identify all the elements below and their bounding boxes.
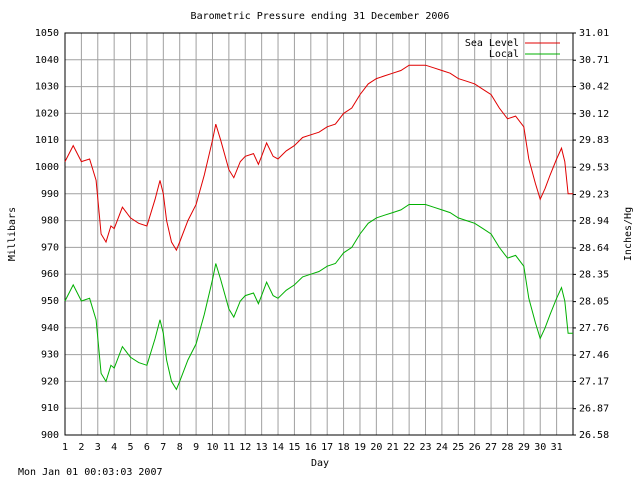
y-tick-label: 900	[41, 430, 59, 441]
x-tick-label: 28	[501, 442, 513, 453]
x-tick-label: 19	[354, 442, 366, 453]
plot-frame	[64, 32, 574, 436]
y2-tick-label: 26.87	[579, 404, 609, 415]
x-tick-label: 23	[419, 442, 431, 453]
y2-tick-label: 28.05	[579, 297, 609, 308]
y2-tick-label: 26.58	[579, 430, 609, 441]
y-tick-label: 1030	[35, 82, 59, 93]
data-line	[64, 64, 573, 252]
y-tick-label: 920	[41, 376, 59, 387]
x-tick-label: 3	[95, 442, 101, 453]
y2-tick-label: 30.12	[579, 109, 609, 120]
x-tick-label: 8	[177, 442, 183, 453]
x-tick-label: 1	[62, 442, 68, 453]
x-tick-label: 31	[551, 442, 563, 453]
x-tick-label: 15	[288, 442, 300, 453]
x-tick-label: 21	[387, 442, 399, 453]
x-tick-label: 2	[78, 442, 84, 453]
y2-tick-label: 27.17	[579, 376, 609, 387]
x-tick-label: 26	[469, 442, 481, 453]
y-tick-label: 1050	[35, 28, 59, 39]
y-tick-label: 1040	[35, 55, 59, 66]
x-tick-label: 24	[436, 442, 448, 453]
x-tick-label: 14	[272, 442, 284, 453]
y2-tick-label: 29.53	[579, 162, 609, 173]
y2-tick-label: 27.46	[579, 350, 609, 361]
x-tick-label: 12	[239, 442, 251, 453]
legend-label: Sea Level	[465, 38, 519, 49]
y-tick-label: 1020	[35, 108, 59, 119]
y-tick-label: 960	[41, 269, 59, 280]
y-axis-label: Millibars	[7, 207, 18, 261]
x-tick-label: 20	[370, 442, 382, 453]
y-tick-label: 950	[41, 296, 59, 307]
y-tick-label: 1010	[35, 135, 59, 146]
x-tick-label: 11	[223, 442, 235, 453]
x-tick-label: 9	[193, 442, 199, 453]
y2-tick-label: 31.01	[579, 28, 609, 39]
y2-tick-label: 27.76	[579, 323, 609, 334]
x-tick-label: 22	[403, 442, 415, 453]
y-tick-label: 930	[41, 350, 59, 361]
x-tick-label: 5	[128, 442, 134, 453]
y-tick-label: 940	[41, 323, 59, 334]
x-tick-label: 10	[206, 442, 218, 453]
y-tick-label: 980	[41, 216, 59, 227]
x-tick-label: 30	[534, 442, 546, 453]
y-tick-label: 1000	[35, 162, 59, 173]
y2-tick-label: 29.23	[579, 190, 609, 201]
x-tick-label: 25	[452, 442, 464, 453]
data-line	[64, 204, 573, 391]
y-tick-label: 910	[41, 403, 59, 414]
y-tick-label: 970	[41, 242, 59, 253]
y2-tick-label: 29.83	[579, 135, 609, 146]
y2-axis-label: Inches/Hg	[623, 207, 634, 261]
x-tick-label: 4	[111, 442, 117, 453]
x-tick-label: 6	[144, 442, 150, 453]
x-tick-label: 16	[305, 442, 317, 453]
x-tick-label: 27	[485, 442, 497, 453]
x-tick-label: 17	[321, 442, 333, 453]
x-axis-label: Day	[311, 458, 329, 469]
chart-title: Barometric Pressure ending 31 December 2…	[191, 11, 450, 22]
x-tick-label: 29	[518, 442, 530, 453]
y-tick-label: 990	[41, 189, 59, 200]
x-tick-label: 18	[338, 442, 350, 453]
y2-tick-label: 28.94	[579, 216, 609, 227]
y2-tick-label: 28.64	[579, 243, 609, 254]
y2-tick-label: 30.71	[579, 55, 609, 66]
x-tick-label: 13	[256, 442, 268, 453]
y2-tick-label: 28.35	[579, 269, 609, 280]
legend-label: Local	[489, 49, 519, 60]
x-tick-label: 7	[160, 442, 166, 453]
footer-timestamp: Mon Jan 01 00:03:03 2007	[18, 467, 163, 478]
y2-tick-label: 30.42	[579, 82, 609, 93]
